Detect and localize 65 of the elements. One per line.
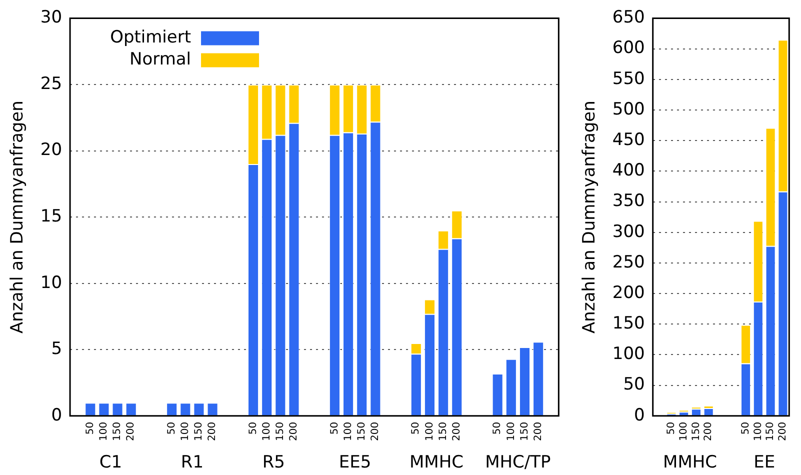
text: R5 bbox=[262, 452, 285, 472]
x-tick-label: 150 bbox=[765, 422, 776, 442]
text: C1 bbox=[99, 452, 122, 472]
x-tick-label: 200 bbox=[370, 422, 382, 442]
y-tick-label: 550 bbox=[612, 68, 645, 89]
y-tick-label: 0 bbox=[634, 405, 645, 426]
x-tick-label: 50 bbox=[166, 422, 178, 435]
x-tick-label: 200 bbox=[126, 422, 137, 442]
x-tick-label: 50 bbox=[329, 422, 340, 435]
y-tick-label: 10 bbox=[40, 272, 62, 293]
x-tick-label: 100 bbox=[261, 422, 272, 442]
text: MMHC bbox=[410, 452, 464, 472]
text: R1 bbox=[180, 452, 204, 472]
y-tick-label: 250 bbox=[612, 252, 645, 272]
x-tick-label: 150 bbox=[112, 422, 124, 442]
text: MMHC bbox=[663, 452, 718, 472]
x-tick-label: 150 bbox=[194, 422, 205, 442]
y-tick-label: 450 bbox=[612, 130, 645, 150]
x-tick-label: 50 bbox=[492, 422, 504, 435]
legend-label: Optimiert bbox=[110, 28, 192, 48]
y-tick-label: 15 bbox=[40, 206, 62, 226]
x-tick-label: 150 bbox=[275, 422, 286, 442]
x-tick-label: 100 bbox=[180, 422, 191, 442]
x-tick-label: 50 bbox=[410, 422, 422, 435]
y-tick-label: 400 bbox=[612, 160, 645, 181]
x-tick-label: 150 bbox=[519, 422, 530, 442]
x-tick-label: 100 bbox=[752, 422, 764, 442]
y-tick-label: 20 bbox=[40, 140, 62, 160]
y-tick-label: 0 bbox=[51, 405, 62, 426]
x-tick-label: 200 bbox=[703, 422, 714, 442]
legend-label: Normal bbox=[130, 50, 192, 70]
x-tick-label: 50 bbox=[740, 422, 752, 435]
x-tick-label: 100 bbox=[342, 422, 354, 442]
y-tick-label: 600 bbox=[612, 38, 645, 58]
text: EE bbox=[754, 452, 776, 472]
x-tick-label: 100 bbox=[424, 422, 436, 442]
x-tick-label: 100 bbox=[678, 422, 690, 442]
y-tick-label: 5 bbox=[51, 339, 62, 360]
y-tick-label: 50 bbox=[623, 374, 645, 395]
x-tick-label: 150 bbox=[438, 422, 449, 442]
y-tick-label: 100 bbox=[612, 344, 645, 364]
x-tick-label: 200 bbox=[532, 422, 544, 442]
y-tick-label: 25 bbox=[40, 74, 62, 94]
x-tick-label: 50 bbox=[666, 422, 678, 435]
text: MHC/TP bbox=[485, 452, 551, 472]
y-axis-title: Anzahl an Dummyanfragen bbox=[8, 100, 28, 334]
y-tick-label: 650 bbox=[612, 8, 645, 28]
x-tick-label: 150 bbox=[690, 422, 702, 442]
y-tick-label: 30 bbox=[40, 8, 62, 28]
x-tick-label: 50 bbox=[84, 422, 96, 435]
x-tick-label: 100 bbox=[98, 422, 110, 442]
x-tick-label: 200 bbox=[778, 422, 789, 442]
y-tick-label: 350 bbox=[612, 191, 645, 212]
x-tick-label: 200 bbox=[288, 422, 300, 442]
x-tick-label: 100 bbox=[506, 422, 517, 442]
y-tick-label: 200 bbox=[612, 282, 645, 303]
x-tick-label: 200 bbox=[451, 422, 462, 442]
y-tick-label: 300 bbox=[612, 222, 645, 242]
text: EE5 bbox=[338, 452, 372, 472]
y-axis-title: Anzahl an Dummyanfragen bbox=[580, 100, 600, 334]
x-tick-label: 200 bbox=[207, 422, 218, 442]
x-tick-label: 50 bbox=[248, 422, 259, 435]
y-tick-label: 500 bbox=[612, 99, 645, 120]
y-tick-label: 150 bbox=[612, 314, 645, 334]
x-tick-label: 150 bbox=[356, 422, 368, 442]
